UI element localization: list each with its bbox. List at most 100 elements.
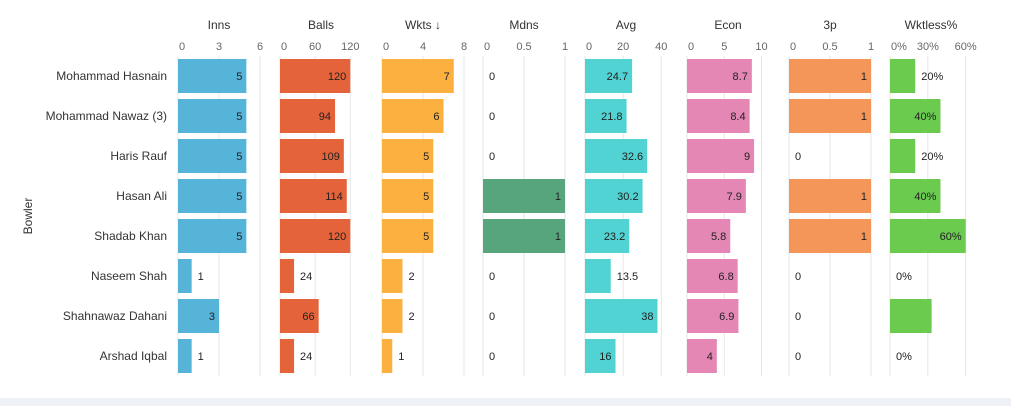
panel-title-mdns: Mdns <box>509 18 538 32</box>
bar[interactable] <box>585 259 611 293</box>
bar[interactable] <box>382 179 434 213</box>
tick-label: 0 <box>790 41 796 53</box>
bar[interactable] <box>585 99 627 133</box>
data-label: 8.4 <box>730 111 745 123</box>
bar[interactable] <box>178 259 192 293</box>
bar[interactable] <box>890 99 941 133</box>
bar[interactable] <box>585 339 616 373</box>
bar[interactable] <box>687 99 750 133</box>
bar[interactable] <box>382 219 434 253</box>
data-label: 2 <box>409 271 415 283</box>
data-label: 0 <box>795 271 801 283</box>
bar[interactable] <box>280 219 351 253</box>
bar[interactable] <box>585 299 658 333</box>
data-label: 0 <box>795 311 801 323</box>
bar[interactable] <box>789 59 871 93</box>
bar[interactable] <box>280 339 295 373</box>
bar[interactable] <box>382 139 434 173</box>
bar[interactable] <box>687 59 752 93</box>
panel-title-econ: Econ <box>714 18 741 32</box>
panel-title-inns: Inns <box>208 18 231 32</box>
bar[interactable] <box>585 59 633 93</box>
bar[interactable] <box>178 219 247 253</box>
tick-label: 60 <box>309 41 321 53</box>
bar[interactable] <box>789 179 871 213</box>
tick-label: 0 <box>688 41 694 53</box>
bar[interactable] <box>178 99 247 133</box>
bar[interactable] <box>687 139 755 173</box>
data-label: 120 <box>328 71 346 83</box>
bar[interactable] <box>890 299 932 333</box>
bar[interactable] <box>178 299 219 333</box>
bar[interactable] <box>890 179 941 213</box>
tick-label: 1 <box>868 41 874 53</box>
bar[interactable] <box>178 59 247 93</box>
data-label: 6.9 <box>719 311 734 323</box>
bar[interactable] <box>687 179 746 213</box>
tick-label: 30% <box>917 41 939 53</box>
data-label: 24.7 <box>607 71 628 83</box>
bar[interactable] <box>483 219 565 253</box>
data-label: 6.8 <box>718 271 733 283</box>
data-label: 0 <box>795 351 801 363</box>
tick-label: 0 <box>281 41 287 53</box>
data-label: 0 <box>795 151 801 163</box>
tick-label: 0.5 <box>516 41 531 53</box>
data-label: 120 <box>328 231 346 243</box>
tick-label: 8 <box>461 41 467 53</box>
data-label: 21.8 <box>601 111 622 123</box>
bar[interactable] <box>789 219 871 253</box>
tick-label: 0 <box>383 41 389 53</box>
bar[interactable] <box>382 259 403 293</box>
bar[interactable] <box>585 179 643 213</box>
bar[interactable] <box>585 219 630 253</box>
bar[interactable] <box>178 339 192 373</box>
bar[interactable] <box>890 139 916 173</box>
data-label: 24 <box>300 351 312 363</box>
bar[interactable] <box>382 99 444 133</box>
bar[interactable] <box>483 179 565 213</box>
data-label: 1 <box>198 351 204 363</box>
data-label: 5 <box>236 151 242 163</box>
bar[interactable] <box>687 299 739 333</box>
bar[interactable] <box>280 259 295 293</box>
data-label: 60% <box>940 231 962 243</box>
tick-label: 4 <box>420 41 426 53</box>
data-label: 8.7 <box>733 71 748 83</box>
bar[interactable] <box>890 59 916 93</box>
bar[interactable] <box>687 259 738 293</box>
data-label: 114 <box>325 191 343 203</box>
tick-label: 3 <box>216 41 222 53</box>
panel-title-avg: Avg <box>616 18 636 32</box>
panel-title-3p: 3p <box>823 18 837 32</box>
category-label: Mohammad Nawaz (3) <box>46 109 167 123</box>
bar[interactable] <box>178 139 247 173</box>
data-label: 0% <box>896 351 912 363</box>
tick-label: 0% <box>891 41 907 53</box>
y-axis-label: Bowler <box>21 198 35 235</box>
data-label: 1 <box>861 231 867 243</box>
bar[interactable] <box>280 299 319 333</box>
bar[interactable] <box>382 339 393 373</box>
bar[interactable] <box>687 339 717 373</box>
data-label: 20% <box>921 71 943 83</box>
data-label: 30.2 <box>617 191 638 203</box>
tick-label: 0 <box>179 41 185 53</box>
data-label: 1 <box>398 351 404 363</box>
bar[interactable] <box>280 99 336 133</box>
data-label: 5 <box>236 71 242 83</box>
bar[interactable] <box>382 299 403 333</box>
data-label: 20% <box>921 151 943 163</box>
bar[interactable] <box>382 59 454 93</box>
bar[interactable] <box>585 139 648 173</box>
bar[interactable] <box>178 179 247 213</box>
data-label: 0 <box>489 151 495 163</box>
data-label: 94 <box>319 111 331 123</box>
bar[interactable] <box>280 139 344 173</box>
bar[interactable] <box>280 59 351 93</box>
bar[interactable] <box>687 219 731 253</box>
bar[interactable] <box>789 99 871 133</box>
bar[interactable] <box>890 219 966 253</box>
bar[interactable] <box>280 179 347 213</box>
data-label: 23.2 <box>604 231 625 243</box>
